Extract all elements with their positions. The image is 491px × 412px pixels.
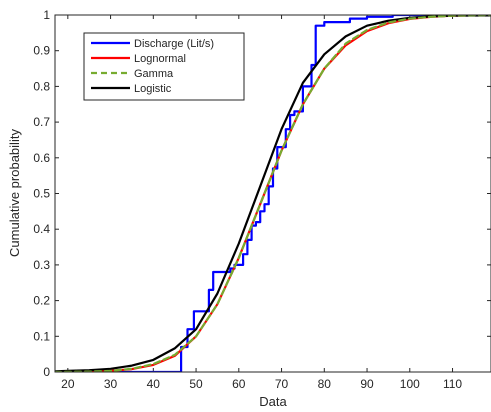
y-axis-label: Cumulative probability: [7, 129, 22, 257]
y-tick-label: 0.4: [33, 222, 50, 236]
y-tick-label: 0.6: [33, 151, 50, 165]
plot-frame: [54, 14, 491, 373]
tick-layer: [55, 14, 491, 373]
series-layer: [55, 15, 491, 372]
y-tick-label: 0.3: [33, 258, 50, 272]
y-tick-label: 0: [43, 365, 50, 379]
series-line-gamma: [55, 15, 491, 372]
y-tick-label: 0.2: [33, 294, 50, 308]
x-tick-label: 110: [443, 377, 462, 391]
legend: Discharge (Lit/s) Lognormal Gamma Logistic: [83, 32, 245, 101]
x-tick-label: 60: [232, 377, 246, 391]
x-tick-label: 40: [147, 377, 161, 391]
y-tick-label: 0.8: [33, 79, 50, 93]
legend-label-logistic: Logistic: [134, 83, 172, 95]
x-tick-label: 90: [360, 377, 374, 391]
y-tick-label: 1: [43, 8, 50, 22]
x-tick-label: 50: [189, 377, 203, 391]
x-axis-label: Data: [259, 394, 287, 409]
legend-label-gamma: Gamma: [134, 68, 174, 80]
legend-label-discharge-lit-s: Discharge (Lit/s): [134, 38, 214, 50]
y-tick-label: 0.1: [33, 329, 50, 343]
tick-label-layer: 20 30 40 50 60 70 80 90 100 110 0 0.1 0.2 0.3 0.4 0.5 0.…: [33, 8, 462, 391]
x-tick-label: 30: [104, 377, 118, 391]
x-tick-label: 70: [275, 377, 289, 391]
legend-label-lognormal: Lognormal: [134, 53, 186, 65]
y-tick-label: 0.5: [33, 187, 50, 201]
x-tick-label: 80: [318, 377, 332, 391]
series-line-discharge-lit-s: [55, 15, 491, 372]
x-tick-label: 20: [61, 377, 75, 391]
y-tick-label: 0.7: [33, 115, 50, 129]
y-tick-label: 0.9: [33, 44, 50, 58]
x-tick-label: 100: [400, 377, 420, 391]
